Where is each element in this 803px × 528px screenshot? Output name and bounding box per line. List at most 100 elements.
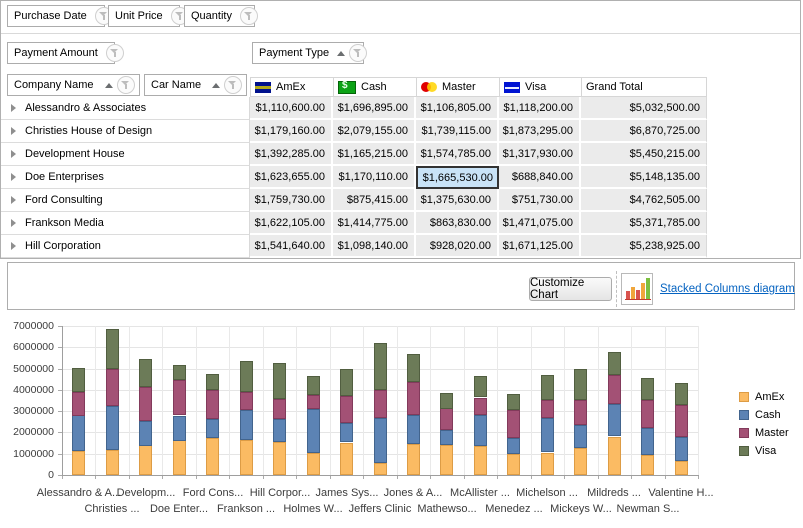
data-cell[interactable]: $4,762,505.00	[581, 189, 707, 212]
expand-arrow-icon[interactable]	[11, 104, 16, 112]
selected-cell[interactable]: $1,665,530.00	[416, 166, 499, 189]
filter-funnel-icon[interactable]	[117, 76, 135, 94]
data-cell[interactable]: $1,118,200.00	[499, 97, 581, 120]
data-cell[interactable]: $688,840.00	[499, 166, 581, 189]
data-cell[interactable]: $5,450,215.00	[581, 143, 707, 166]
data-cell[interactable]: $5,032,500.00	[581, 97, 707, 120]
bar-segment-master	[173, 380, 186, 415]
expand-arrow-icon[interactable]	[11, 173, 16, 181]
x-axis-tick	[631, 475, 632, 479]
data-cell[interactable]: $1,622,105.00	[250, 212, 333, 235]
stacked-columns-diagram-link[interactable]: Stacked Columns diagram	[660, 283, 795, 295]
filter-funnel-icon[interactable]	[349, 44, 368, 62]
data-cell[interactable]: $6,870,725.00	[581, 120, 707, 143]
column-header-cash[interactable]: Cash	[333, 77, 416, 97]
y-axis-label: 6000000	[13, 341, 54, 353]
bar-segment-cash	[541, 418, 554, 452]
filter-field-purchase-date[interactable]: Purchase Date	[7, 5, 113, 27]
data-cell[interactable]: $1,873,295.00	[499, 120, 581, 143]
gridline-h	[62, 369, 698, 370]
data-cell[interactable]: $5,238,925.00	[581, 235, 707, 258]
bar-segment-cash	[608, 404, 621, 436]
expand-arrow-icon[interactable]	[11, 150, 16, 158]
bar-segment-cash	[307, 409, 320, 453]
data-cell[interactable]: $1,414,775.00	[333, 212, 416, 235]
data-cell[interactable]: $1,375,630.00	[416, 189, 499, 212]
x-axis-tick	[531, 475, 532, 479]
filter-funnel-icon[interactable]	[239, 7, 258, 25]
sort-ascending-icon[interactable]	[105, 82, 113, 88]
bar-segment-visa	[72, 368, 85, 392]
filter-funnel-icon[interactable]	[105, 44, 124, 62]
sort-ascending-icon[interactable]	[337, 50, 346, 56]
data-cell[interactable]: $1,106,805.00	[416, 97, 499, 120]
data-cell[interactable]: $5,148,135.00	[581, 166, 707, 189]
bar-segment-amex	[240, 440, 253, 475]
filter-funnel-icon[interactable]	[224, 76, 242, 94]
data-cell[interactable]: $1,623,655.00	[250, 166, 333, 189]
filter-field-unit-price[interactable]: Unit Price	[108, 5, 189, 27]
row-header-development-house[interactable]: Development House	[1, 143, 250, 166]
gridline-v	[296, 326, 297, 475]
x-axis-tick	[598, 475, 599, 479]
expand-arrow-icon[interactable]	[11, 127, 16, 135]
data-cell[interactable]: $1,110,600.00	[250, 97, 333, 120]
row-header-christies-house-of-design[interactable]: Christies House of Design	[1, 120, 250, 143]
data-cell[interactable]: $875,415.00	[333, 189, 416, 212]
field-payment-amount[interactable]: Payment Amount	[7, 42, 124, 64]
sort-ascending-icon[interactable]	[212, 82, 220, 88]
bar-segment-visa	[440, 393, 453, 409]
bar-segment-visa	[541, 375, 554, 400]
gridline-v	[497, 326, 498, 475]
data-cell[interactable]: $1,696,895.00	[333, 97, 416, 120]
row-header-alessandro-associates[interactable]: Alessandro & Associates	[1, 97, 250, 120]
stacked-columns-icon[interactable]	[621, 273, 653, 305]
column-header-grand-total[interactable]: Grand Total	[581, 77, 707, 97]
data-cell[interactable]: $1,739,115.00	[416, 120, 499, 143]
expand-arrow-icon[interactable]	[11, 196, 16, 204]
data-cell[interactable]: $1,392,285.00	[250, 143, 333, 166]
data-cell[interactable]: $863,830.00	[416, 212, 499, 235]
customize-chart-button[interactable]: Customize Chart	[529, 277, 612, 301]
data-cell[interactable]: $751,730.00	[499, 189, 581, 212]
x-axis-tick	[397, 475, 398, 479]
column-header-master[interactable]: Master	[416, 77, 499, 97]
expand-arrow-icon[interactable]	[11, 219, 16, 227]
bar-segment-visa	[139, 359, 152, 387]
data-cell[interactable]: $2,079,155.00	[333, 120, 416, 143]
field-car-name[interactable]: Car Name	[144, 74, 247, 96]
table-row: Doe Enterprises $1,623,655.00 $1,170,110.0…	[1, 166, 707, 189]
data-cell[interactable]: $1,471,075.00	[499, 212, 581, 235]
table-row: Alessandro & Associates $1,110,600.00 $1,6…	[1, 97, 707, 120]
row-header-ford-consulting[interactable]: Ford Consulting	[1, 189, 250, 212]
column-header-amex[interactable]: AmEx	[250, 77, 333, 97]
data-cell[interactable]: $1,170,110.00	[333, 166, 416, 189]
data-cell[interactable]: $1,671,125.00	[499, 235, 581, 258]
expand-arrow-icon[interactable]	[11, 242, 16, 250]
legend-swatch-cash	[739, 410, 749, 420]
data-cell[interactable]: $1,098,140.00	[333, 235, 416, 258]
row-header-hill-corporation[interactable]: Hill Corporation	[1, 235, 250, 258]
data-cell[interactable]: $1,165,215.00	[333, 143, 416, 166]
table-row: Christies House of Design $1,179,160.00 $2…	[1, 120, 707, 143]
data-cell[interactable]: $1,541,640.00	[250, 235, 333, 258]
bar-segment-visa	[340, 369, 353, 396]
chart-toolbar-panel	[7, 262, 795, 310]
minibar-green-icon	[646, 278, 650, 299]
data-cell[interactable]: $5,371,785.00	[581, 212, 707, 235]
data-cell[interactable]: $928,020.00	[416, 235, 499, 258]
row-header-doe-enterprises[interactable]: Doe Enterprises	[1, 166, 250, 189]
data-cell[interactable]: $1,759,730.00	[250, 189, 333, 212]
bar-segment-cash	[206, 419, 219, 438]
data-cell[interactable]: $1,179,160.00	[250, 120, 333, 143]
minibar-orange-icon	[641, 283, 645, 299]
data-cell[interactable]: $1,317,930.00	[499, 143, 581, 166]
row-header-frankson-media[interactable]: Frankson Media	[1, 212, 250, 235]
filter-field-quantity[interactable]: Quantity	[184, 5, 258, 27]
field-company-name[interactable]: Company Name	[7, 74, 140, 96]
field-payment-type[interactable]: Payment Type	[252, 42, 368, 64]
x-axis-label: Alessandro & A...	[36, 487, 122, 499]
column-header-visa[interactable]: Visa	[499, 77, 581, 97]
data-cell[interactable]: $1,574,785.00	[416, 143, 499, 166]
gridline-h	[62, 454, 698, 455]
